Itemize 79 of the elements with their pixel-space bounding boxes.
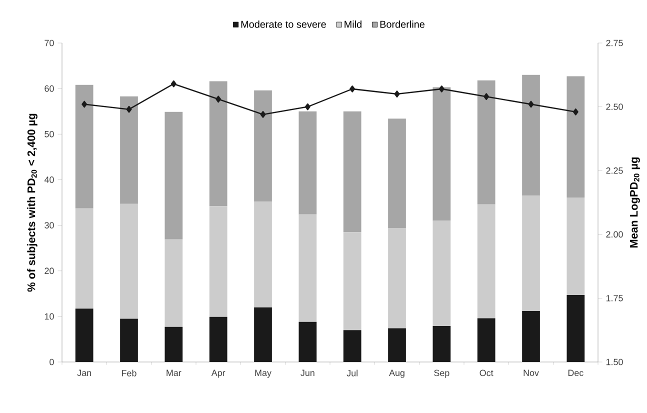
legend-label: Borderline: [380, 20, 425, 28]
y-tick-label: 0: [50, 358, 54, 366]
x-tick-label: May: [255, 370, 272, 378]
bar: [522, 196, 540, 311]
x-tick-label: Mar: [166, 370, 182, 376]
bar: [477, 80, 496, 204]
y2-tick-label: 2.75: [606, 40, 623, 46]
x-tick-label: Feb: [122, 370, 136, 376]
point: [484, 93, 490, 100]
x-tick-label: Aug: [389, 370, 404, 378]
y-tick-label: 70: [44, 40, 54, 46]
bar: [164, 112, 183, 240]
bar: [209, 81, 228, 206]
bar: [432, 87, 451, 221]
bar: [522, 310, 540, 362]
bar: [120, 96, 138, 204]
bar: [75, 308, 94, 362]
y2-tick-label: 2.50: [606, 104, 623, 110]
point: [82, 100, 88, 108]
y2-tick-label: 2.25: [606, 167, 623, 174]
point: [572, 108, 578, 116]
bar: [343, 111, 362, 232]
y-tick-label: 10: [44, 313, 54, 320]
legend-label: Moderate to severe: [241, 20, 326, 28]
point: [126, 106, 132, 113]
bar: [209, 206, 228, 317]
bar: [432, 326, 451, 362]
x-tick-label: Jan: [77, 370, 91, 376]
y-axis-title: % of subjects with PD$_{20}$ < 2,400 µg: [27, 114, 38, 292]
point: [260, 111, 266, 118]
y-tick-label: 30: [44, 222, 54, 228]
bar: [209, 316, 228, 362]
bar: [298, 111, 317, 214]
bar: [566, 76, 585, 198]
bar: [477, 318, 496, 362]
y2-axis-title: Mean LogPD$_{20}$ µg: [630, 158, 640, 248]
x-tick-label: Nov: [524, 370, 539, 376]
bar: [477, 204, 496, 318]
point: [438, 85, 444, 92]
y-tick-label: 50: [44, 130, 54, 138]
x-tick-label: Jul: [346, 370, 358, 376]
bar: [120, 204, 138, 319]
x-tick-label: Sep: [434, 370, 450, 378]
bar: [164, 326, 183, 362]
bar: [298, 214, 317, 322]
bar: [298, 322, 317, 362]
y2-tick-label: 2.00: [606, 231, 623, 238]
point: [216, 96, 222, 103]
x-tick-label: Jun: [300, 370, 314, 376]
bar: [254, 90, 272, 202]
point: [528, 100, 534, 108]
bar: [388, 328, 406, 362]
bar: [432, 220, 451, 326]
point: [394, 90, 400, 98]
x-tick-label: Dec: [568, 370, 584, 376]
point: [304, 103, 310, 110]
point: [350, 85, 356, 92]
legend-label: Mild: [344, 20, 362, 28]
bar: [522, 74, 540, 196]
point: [170, 80, 176, 88]
y-tick-label: 60: [44, 85, 54, 92]
bar: [343, 232, 362, 330]
bar: [75, 208, 94, 309]
bar: [343, 330, 362, 362]
y-tick-label: 20: [44, 268, 54, 274]
y2-tick-label: 1.50: [606, 358, 623, 366]
bar: [566, 295, 585, 362]
bar: [164, 239, 183, 327]
bar: [254, 307, 272, 362]
bar: [388, 228, 406, 328]
bar: [254, 202, 272, 308]
y-tick-label: 40: [44, 176, 54, 183]
bar: [388, 118, 406, 228]
x-tick-label: Apr: [211, 370, 226, 378]
bar: [75, 84, 94, 208]
y2-tick-label: 1.75: [606, 295, 623, 302]
x-tick-label: Oct: [480, 370, 494, 376]
bar: [120, 318, 138, 362]
bar: [566, 197, 585, 296]
